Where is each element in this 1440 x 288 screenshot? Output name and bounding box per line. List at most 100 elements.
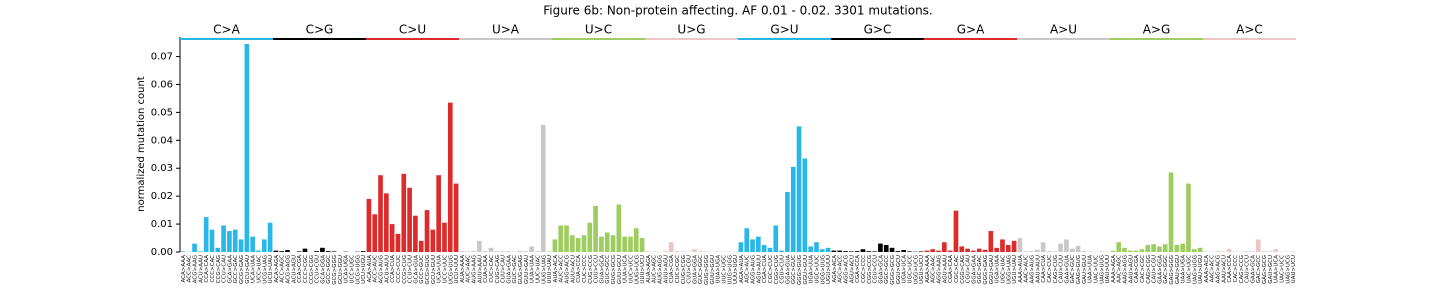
x-tick-label: CUA>CGA — [669, 255, 675, 283]
bar — [465, 251, 471, 252]
bar — [628, 236, 633, 252]
bar — [767, 247, 773, 252]
y-tick-label: 0.00 — [151, 247, 173, 258]
bar — [384, 193, 389, 252]
x-tick-label: CGC>CAC — [954, 255, 960, 283]
x-tick-label: UGA>UCA — [902, 255, 908, 284]
bar — [180, 251, 186, 252]
bar — [1139, 249, 1145, 252]
x-tick-label: CGU>CUU — [780, 255, 786, 284]
x-tick-label: UCU>UGU — [361, 255, 367, 284]
bar — [756, 236, 761, 252]
bar — [1023, 251, 1029, 252]
x-tick-label: CGG>CUG — [774, 255, 780, 284]
x-tick-label: AAU>ACU — [1221, 255, 1227, 283]
bar — [1133, 250, 1139, 252]
x-tick-label: GUC>GGC — [698, 255, 704, 284]
x-tick-label: AGC>AUC — [745, 255, 751, 283]
x-tick-label: GUU>GCU — [617, 255, 623, 284]
bar — [971, 250, 976, 252]
x-tick-label: GUC>GAC — [512, 255, 518, 284]
bar — [616, 204, 622, 252]
bar — [517, 250, 523, 252]
bar — [988, 231, 994, 252]
bar — [953, 210, 959, 252]
x-tick-label: UUG>UGG — [727, 255, 733, 284]
x-tick-label: GGA>GAA — [971, 255, 977, 284]
x-tick-label: CUU>CCU — [594, 255, 600, 283]
bar — [1226, 249, 1232, 252]
x-tick-label: GCU>GUU — [431, 255, 437, 284]
bar — [413, 215, 418, 252]
bar — [895, 251, 901, 252]
bar — [1250, 251, 1255, 252]
bar — [273, 250, 279, 252]
bar — [1168, 172, 1174, 252]
x-tick-label: GGA>GUA — [785, 255, 791, 284]
x-tick-label: CUC>CGC — [675, 255, 681, 283]
bar — [773, 225, 779, 252]
x-tick-label: UCG>UAG — [262, 255, 268, 284]
x-tick-label: CAA>CGA — [1134, 255, 1140, 283]
x-tick-label: CGG>CCG — [867, 255, 873, 284]
x-tick-label: CUG>CAG — [495, 255, 501, 284]
x-tick-label: AUC>ACC — [559, 255, 565, 283]
bar — [1035, 249, 1040, 252]
bar — [1064, 239, 1069, 252]
bar — [697, 251, 703, 252]
x-tick-label: AUG>AAG — [472, 255, 478, 284]
group-label: U>C — [585, 23, 612, 37]
bar — [639, 238, 645, 252]
bar — [726, 251, 732, 252]
y-tick-label: 0.07 — [151, 52, 173, 63]
bar — [1186, 183, 1191, 252]
bar — [802, 158, 808, 252]
bar — [965, 248, 970, 252]
x-tick-label: CUC>CCC — [582, 255, 588, 283]
x-tick-label: CCA>CAA — [204, 255, 210, 283]
bar — [558, 225, 564, 252]
x-tick-label: UGG>UAG — [1006, 255, 1012, 284]
chart-title: Figure 6b: Non-protein affecting. AF 0.0… — [543, 4, 933, 18]
bar — [761, 245, 767, 252]
x-tick-label: CAU>CCU — [1245, 255, 1251, 283]
y-tick-label: 0.01 — [151, 219, 173, 230]
bar — [936, 250, 941, 252]
bar — [930, 249, 936, 252]
bar — [453, 183, 459, 252]
bar — [1029, 251, 1034, 252]
bar — [1122, 247, 1127, 252]
x-tick-label: ACA>AUA — [367, 255, 373, 283]
bar — [296, 251, 302, 252]
x-tick-label: CGA>CUA — [762, 255, 768, 283]
bar — [482, 251, 488, 252]
bar — [779, 250, 784, 252]
bar — [535, 251, 540, 252]
x-tick-label: GGA>GCA — [878, 255, 884, 284]
bar — [1011, 240, 1017, 252]
bar — [854, 251, 860, 252]
group-label: G>C — [864, 23, 892, 37]
bar — [924, 250, 930, 252]
bar — [831, 250, 837, 252]
x-tick-label: AAG>AUG — [1030, 255, 1036, 284]
bar — [668, 242, 674, 252]
x-tick-label: CCU>CAU — [222, 255, 228, 283]
bar — [819, 249, 825, 252]
bar — [203, 217, 209, 252]
bar — [947, 250, 953, 252]
bar — [1215, 251, 1220, 252]
x-tick-label: GAA>GUA — [1064, 255, 1070, 284]
x-tick-label: UGC>UCC — [907, 255, 913, 284]
bar — [1040, 242, 1046, 252]
x-tick-label: GAG>GUG — [1076, 255, 1082, 284]
y-tick-label: 0.04 — [151, 135, 173, 146]
bar — [1110, 250, 1116, 252]
bar — [232, 229, 238, 252]
x-tick-label: CUG>CCG — [588, 255, 594, 284]
x-tick-label: AGA>AUA — [739, 255, 745, 283]
bar — [1052, 251, 1058, 252]
x-tick-label: UGG>UCG — [913, 255, 919, 284]
bar — [325, 251, 331, 252]
bar — [994, 247, 999, 252]
